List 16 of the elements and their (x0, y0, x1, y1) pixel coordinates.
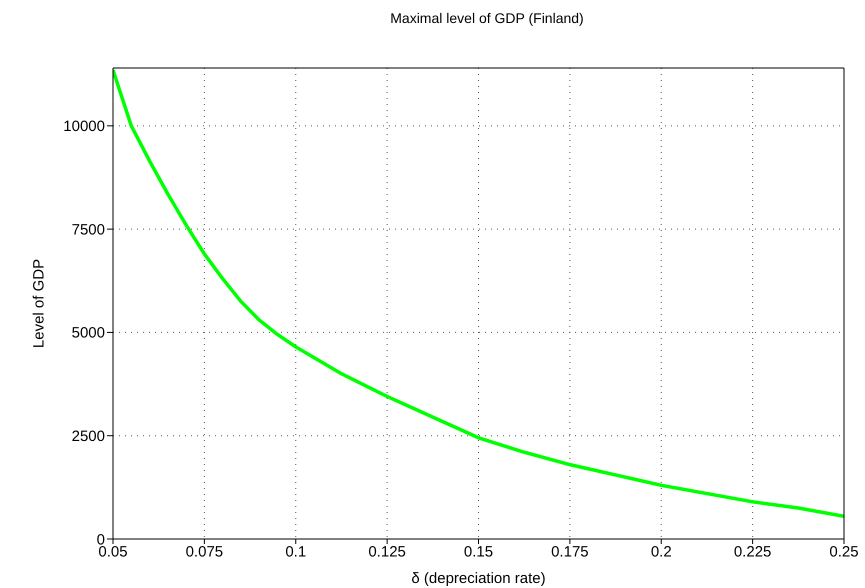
x-tick-label: 0.15 (464, 544, 494, 561)
x-tick-label: 0.05 (98, 544, 128, 561)
chart-title: Maximal level of GDP (Finland) (389, 10, 585, 26)
y-tick-label: 10000 (63, 118, 105, 136)
x-axis-title: δ (depreciation rate) (411, 570, 546, 587)
y-axis-title: Level of GDP (30, 258, 48, 348)
x-tick-label: 0.2 (650, 544, 672, 561)
x-tick-label: 0.1 (285, 544, 306, 561)
x-tick-label: 0.125 (368, 544, 406, 561)
x-tick-label: 0.175 (551, 544, 589, 561)
x-tick-label: 0.225 (734, 544, 772, 561)
y-tick-label: 5000 (72, 324, 105, 342)
x-tick-label: 0.075 (186, 544, 224, 561)
y-tick-label: 7500 (72, 221, 105, 238)
x-tick-label: 0.25 (829, 544, 859, 561)
y-tick-label: 2500 (72, 428, 105, 446)
